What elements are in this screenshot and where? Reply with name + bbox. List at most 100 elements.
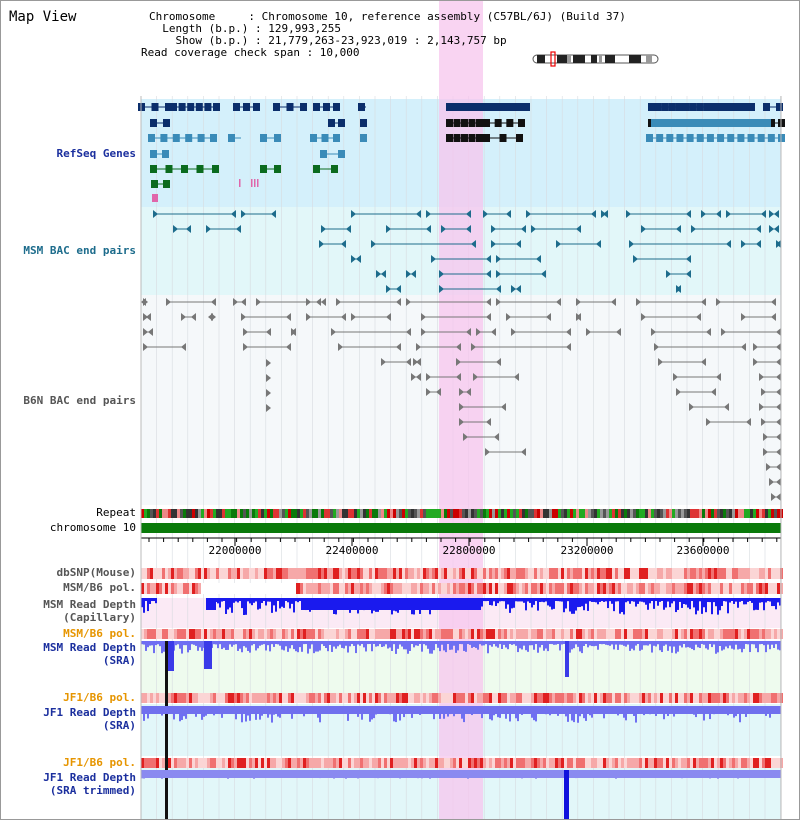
repeat-block	[612, 509, 615, 518]
track-label-dbsnp[interactable]: dbSNP(Mouse)	[56, 566, 136, 579]
msm-capillary-depth-bar	[579, 598, 581, 607]
jf1-pol-heat-cell	[390, 693, 393, 703]
page-title: Map View	[9, 9, 77, 25]
bac-end-marker	[746, 418, 751, 426]
jf1-trim-pol-heat-cell	[225, 758, 228, 768]
jf1-sra-depth-bar	[577, 706, 579, 723]
repeat-block	[564, 509, 567, 518]
msm-sra-depth-bar	[163, 641, 165, 652]
jf1-pol-heat-cell	[432, 693, 435, 703]
repeat-block	[741, 509, 744, 518]
repeat-block	[720, 509, 723, 518]
msm-sra-pol-heat-cell	[144, 629, 147, 639]
msm-sra-pol-heat-cell	[669, 629, 672, 639]
jf1-trim-pol-heat-cell	[153, 758, 156, 768]
jf1-trim-pol-heat-cell	[159, 758, 162, 768]
repeat-block	[543, 509, 546, 518]
track-label-jf1-b6-pol-trimmed[interactable]: JF1/B6 pol.	[63, 756, 136, 769]
msm-sra-depth-bar	[751, 641, 753, 645]
repeat-block	[591, 509, 594, 518]
msm-sra-pol-heat-cell	[201, 629, 204, 639]
repeat-block	[717, 509, 720, 518]
jf1-pol-heat-cell	[750, 693, 753, 703]
msm-sra-pol-heat-cell	[525, 629, 528, 639]
msm-sra-depth-bar	[301, 641, 303, 652]
track-label-chromosome[interactable]: chromosome 10	[49, 521, 136, 534]
msm-sra-pol-heat-cell	[753, 629, 756, 639]
msm-sra-depth-bar	[569, 641, 571, 653]
jf1-pol-heat-cell	[621, 693, 624, 703]
dbsnp-heat-cell	[729, 568, 732, 579]
track-label-msm-b6-pol[interactable]: MSM/B6 pol.	[63, 581, 136, 594]
msm-capillary-depth-bar	[613, 598, 615, 612]
bac-end-marker	[741, 240, 746, 248]
repeat-block	[702, 509, 705, 518]
track-label-jf1-read-depth-sra[interactable]: JF1 Read Depth (SRA)	[6, 706, 136, 732]
msm-sra-pol-heat-cell	[630, 629, 633, 639]
gene-exon	[476, 134, 483, 142]
msm-pol-heat-cell	[456, 583, 459, 594]
track-label-repeat[interactable]: Repeat	[96, 506, 136, 519]
gene-exon	[151, 180, 158, 188]
msm-capillary-depth-bar	[561, 598, 563, 602]
jf1-trim-pol-heat-cell	[408, 758, 411, 768]
msm-sra-depth-bar	[257, 641, 259, 649]
jf1-trim-pol-heat-cell	[177, 758, 180, 768]
track-label-msm-bac-end-pairs[interactable]: MSM BAC end pairs	[23, 244, 136, 257]
msm-sra-depth-bar	[581, 641, 583, 654]
length-info: Length (b.p.) : 129,993,255	[149, 22, 342, 35]
msm-sra-depth-bar	[443, 641, 445, 651]
msm-sra-depth-bar	[701, 641, 703, 645]
msm-pol-heat-cell	[339, 583, 342, 594]
gene-exon	[506, 119, 514, 127]
track-label-refseq-genes[interactable]: RefSeq Genes	[56, 147, 136, 160]
msm-sra-depth-bar	[629, 641, 631, 651]
bac-end-marker	[616, 328, 621, 336]
jf1-trim-pol-heat-cell	[183, 758, 186, 768]
dbsnp-heat-cell	[231, 568, 234, 579]
repeat-block	[159, 509, 162, 518]
msm-pol-heat-cell	[435, 583, 438, 594]
msm-sra-depth-bar	[519, 641, 521, 649]
track-label-msm-read-depth-capillary[interactable]: MSM Read Depth (Capillary)	[6, 598, 136, 624]
jf1-trim-pol-heat-cell	[207, 758, 210, 768]
msm-sra-depth-bar	[759, 641, 761, 645]
repeat-block	[171, 509, 174, 518]
dbsnp-heat-cell	[708, 568, 711, 579]
dbsnp-heat-cell	[456, 568, 459, 579]
msm-sra-depth-bar	[765, 641, 767, 653]
track-label-jf1-b6-pol[interactable]: JF1/B6 pol.	[63, 691, 136, 704]
jf1-pol-heat-cell	[753, 693, 756, 703]
track-label-msm-b6-pol-sra[interactable]: MSM/B6 pol.	[63, 627, 136, 640]
bac-end-marker	[483, 210, 488, 218]
msm-capillary-depth-bar	[673, 598, 675, 602]
jf1-trim-pol-heat-cell	[297, 758, 300, 768]
msm-sra-depth-bar	[197, 641, 199, 651]
repeat-block	[267, 509, 270, 518]
track-label-msm-read-depth-sra[interactable]: MSM Read Depth (SRA)	[6, 641, 136, 667]
bac-end-marker	[376, 270, 381, 278]
msm-pol-heat-cell	[165, 583, 168, 594]
bac-end-marker	[763, 448, 768, 456]
repeat-block	[183, 509, 186, 518]
msm-sra-depth-bar	[437, 641, 439, 648]
msm-sra-depth-bar	[667, 641, 669, 651]
gene-exon	[661, 103, 669, 111]
jf1-pol-heat-cell	[258, 693, 261, 703]
jf1-trim-pol-heat-cell	[558, 758, 561, 768]
jf1-trim-pol-heat-cell	[480, 758, 483, 768]
msm-sra-depth-bar	[189, 641, 191, 651]
track-label-b6n-bac-end-pairs[interactable]: B6N BAC end pairs	[23, 394, 136, 407]
msm-sra-pol-heat-cell	[366, 629, 369, 639]
msm-sra-depth-bar	[187, 641, 189, 653]
jf1-trim-pol-heat-cell	[720, 758, 723, 768]
track-label-jf1-read-depth-trimmed[interactable]: JF1 Read Depth (SRA trimmed)	[6, 771, 136, 797]
bac-end-marker	[651, 328, 656, 336]
bac-end-marker	[466, 210, 471, 218]
msm-sra-depth-bar	[397, 641, 399, 649]
msm-sra-depth-bar	[333, 641, 335, 647]
bac-end-marker	[471, 343, 476, 351]
msm-capillary-depth-bar	[527, 598, 529, 602]
msm-sra-depth-bar	[529, 641, 531, 646]
